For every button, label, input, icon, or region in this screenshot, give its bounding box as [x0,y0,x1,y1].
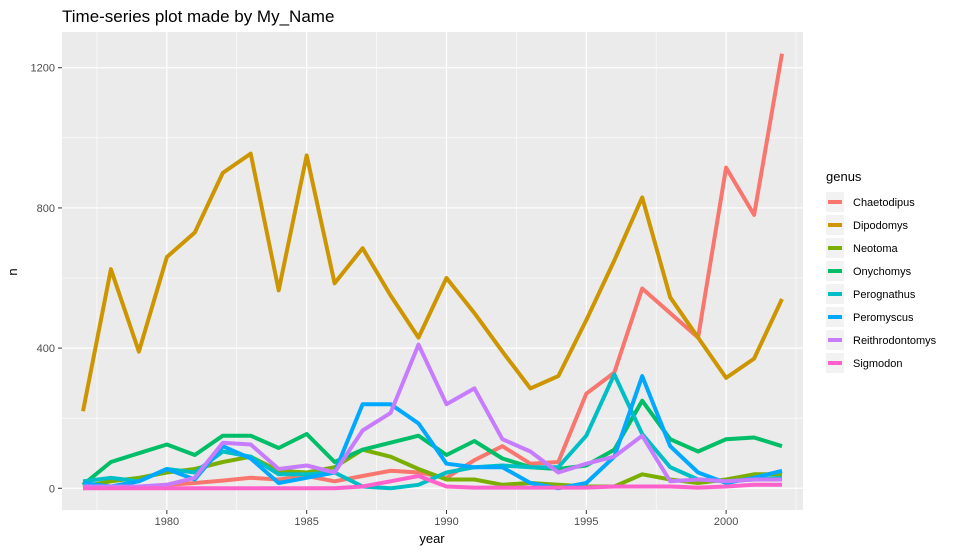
x-axis-title: year [419,531,445,546]
legend-label-dipodomys: Dipodomys [853,220,909,232]
legend-title: genus [826,169,862,184]
legend-label-perognathus: Perognathus [853,289,916,301]
series-lines [81,53,784,491]
chart-title: Time-series plot made by My_Name [62,7,334,26]
series-line-dipodomys [81,151,784,412]
legend-label-reithrodontomys: Reithrodontomys [853,335,937,347]
legend-label-peromyscus: Peromyscus [853,312,914,324]
x-axis: 1980 1985 1990 1995 2000 [155,510,738,528]
minor-gridlines [62,32,803,510]
series-line-sigmodon [83,474,782,491]
x-tick-label: 2000 [714,516,738,528]
legend-label-sigmodon: Sigmodon [853,358,903,370]
y-tick-label: 800 [37,203,55,215]
legend-label-chaetodipus: Chaetodipus [853,197,915,209]
y-axis: 0 400 800 1200 [31,63,62,495]
x-tick-label: 1985 [294,516,318,528]
x-tick-label: 1990 [434,516,458,528]
legend-label-neotoma: Neotoma [853,243,899,255]
y-tick-label: 400 [37,343,55,355]
y-axis-title: n [5,268,20,275]
legend: genus Chaetodipus Dipodomys Neotoma Onychom… [826,169,937,373]
legend-label-onychomys: Onychomys [853,266,912,278]
y-tick-label: 1200 [31,63,55,75]
x-tick-label: 1995 [574,516,598,528]
x-tick-label: 1980 [155,516,179,528]
plot-panel [62,32,803,510]
y-tick-label: 0 [49,483,55,495]
series-line-reithrodontomys [83,342,782,489]
